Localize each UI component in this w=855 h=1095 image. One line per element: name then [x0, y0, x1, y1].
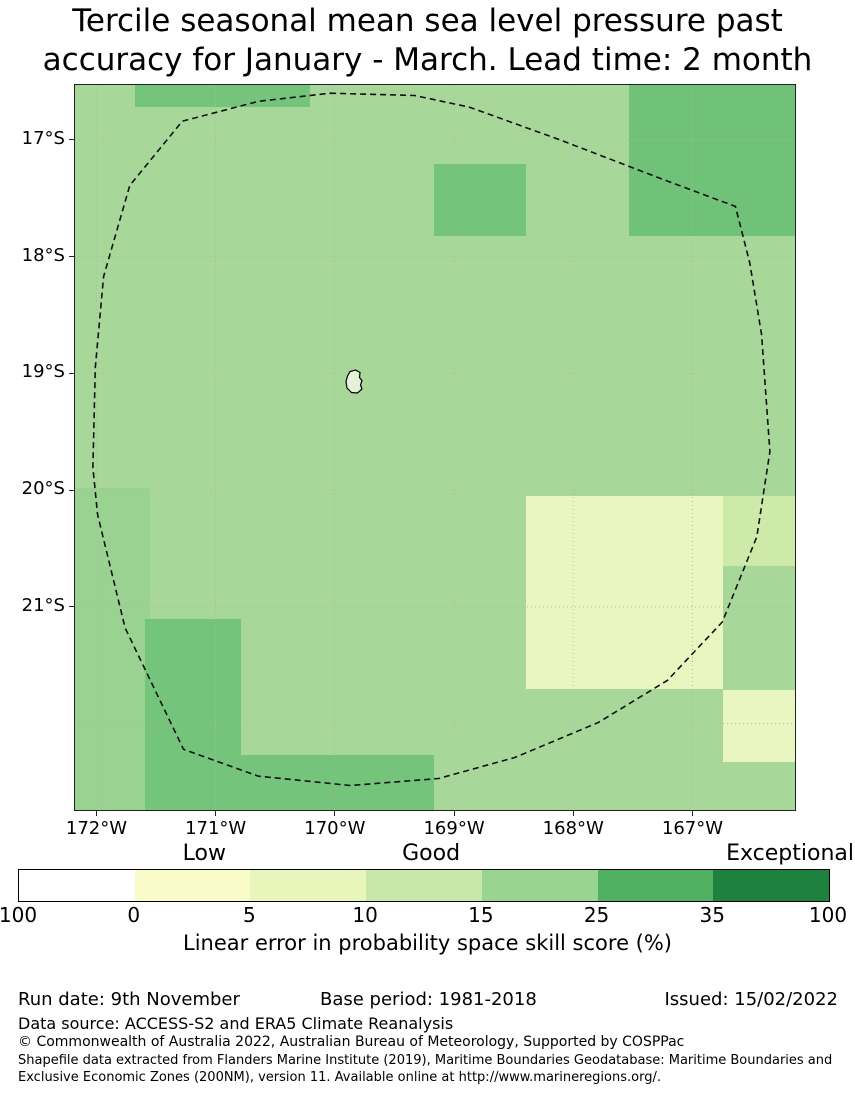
colorbar-segment-1: [134, 870, 251, 901]
colorbar-tick-label: 5: [243, 903, 256, 927]
map-cells: [75, 85, 795, 810]
colorbar-label-low: Low: [182, 841, 226, 866]
colorbar-segment-0: [19, 870, 135, 901]
colorbar-tick-label: 35: [699, 903, 726, 927]
x-axis-label: 167°W: [661, 818, 724, 839]
colorbar-segment-6: [713, 870, 830, 901]
y-axis-label: 21°S: [21, 594, 65, 616]
run-date-text: Run date: 9th November: [18, 989, 240, 1010]
axis-tick: [69, 139, 74, 141]
colorbar-segment-2: [250, 870, 367, 901]
axis-tick: [453, 811, 455, 816]
map-cell-north-central-block: [433, 164, 526, 236]
colorbar-label-exceptional: Exceptional: [726, 841, 854, 866]
x-axis-label: 168°W: [542, 818, 604, 839]
island-outline-niue: [345, 369, 363, 394]
map-overlay: [75, 85, 795, 810]
colorbar-tick-label: 10: [352, 903, 378, 927]
axis-tick: [69, 372, 74, 374]
map-plot: 17°S 18°S 19°S 20°S 21°S 172°W 171°W 170°W 169°W…: [22, 84, 796, 839]
colorbar-segment-5: [597, 870, 714, 901]
map-cell-southwest-block: [145, 618, 241, 810]
axis-tick: [691, 811, 693, 816]
colorbar-quality-labels: Low Good Exceptional: [18, 841, 854, 868]
x-axis-label: 172°W: [65, 818, 128, 839]
colorbar-tick-label: 100: [808, 903, 848, 927]
colorbar-tick-label: 0: [127, 903, 141, 927]
y-axis-label: 19°S: [21, 361, 65, 383]
map-cell-southeast-pale-block: [525, 495, 724, 689]
colorbar-tick-label: 15: [468, 903, 494, 927]
eez-boundary: [92, 92, 771, 787]
colorbar-tick-label: 100: [0, 903, 38, 927]
colorbar-segment-4: [481, 870, 598, 901]
axis-tick: [215, 811, 217, 816]
figure-title: Tercile seasonal mean sea level pressure…: [0, 2, 855, 80]
y-axis-label: 20°S: [21, 478, 65, 500]
map-cell-north-strip: [134, 85, 310, 108]
axis-tick: [69, 256, 74, 258]
colorbar: [18, 869, 830, 902]
colorbar-segment-3: [366, 870, 482, 901]
figure-title-line2: accuracy for January - March. Lead time:…: [42, 42, 813, 78]
figure-title-line1: Tercile seasonal mean sea level pressure…: [72, 3, 783, 39]
footer-row-1: Run date: 9th November Base period: 1981…: [18, 989, 838, 1011]
x-axis-label: 171°W: [185, 818, 247, 839]
issued-date-text: Issued: 15/02/2022: [664, 989, 838, 1010]
colorbar-caption: Linear error in probability space skill …: [183, 931, 672, 955]
axis-tick: [69, 606, 74, 608]
colorbar-tick-labels: 100 0 5 10 15 25 35 100: [0, 903, 847, 929]
x-axis-label: 170°W: [304, 818, 366, 839]
data-source-text: Data source: ACCESS-S2 and ERA5 Climate …: [18, 1014, 454, 1033]
map-cell-west-column: [75, 487, 151, 810]
x-axis-label: 169°W: [423, 818, 485, 839]
map-cell-east-pale-block: [723, 689, 795, 763]
colorbar-label-good: Good: [402, 841, 461, 866]
y-axis-label: 17°S: [21, 127, 65, 149]
axis-tick: [95, 811, 97, 816]
map-cell-northeast-block: [629, 85, 795, 236]
copyright-text: © Commonwealth of Australia 2022, Austra…: [18, 1034, 685, 1050]
map-cell-east-light-block: [723, 495, 795, 566]
base-period-text: Base period: 1981-2018: [320, 989, 537, 1010]
shapefile-attribution-text: Shapefile data extracted from Flanders M…: [18, 1053, 833, 1085]
axis-tick: [69, 489, 74, 491]
map-cell-south-strip: [240, 755, 434, 810]
axis-tick: [572, 811, 574, 816]
colorbar-tick-label: 25: [583, 903, 610, 927]
y-axis-label: 18°S: [21, 244, 65, 266]
axis-tick: [334, 811, 336, 816]
